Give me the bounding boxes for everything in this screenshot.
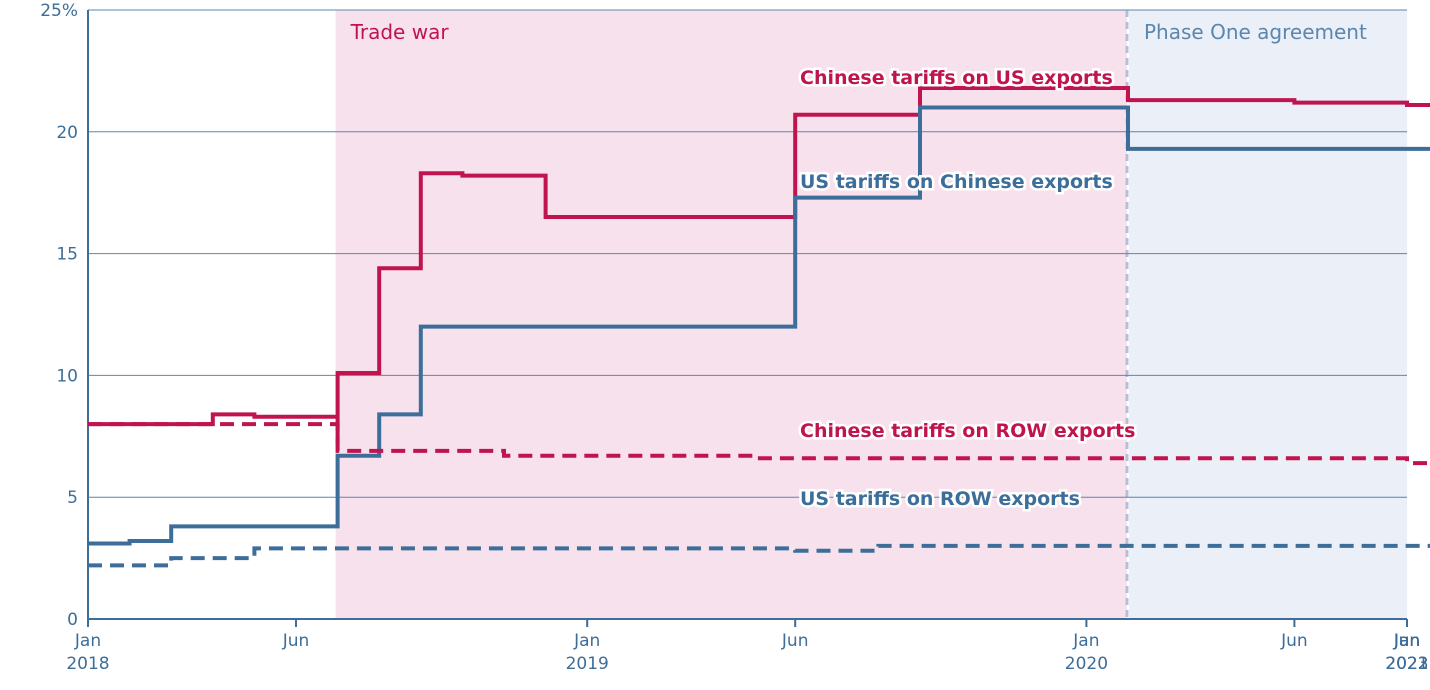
y-tick-label: 10 (56, 366, 78, 386)
gridlines (88, 9, 1407, 498)
x-tick-label: Jan (1393, 631, 1420, 651)
x-tick-label: Jun (1393, 631, 1421, 651)
region-label: Phase One agreement (1144, 20, 1367, 44)
x-tick-year: 2019 (566, 654, 609, 674)
region-label-layer: Trade war Phase One agreement (350, 20, 1367, 44)
x-tick-label: Jan (1393, 631, 1420, 651)
x-tick-year: 2018 (66, 654, 109, 674)
region-layer (335, 10, 1407, 619)
series-lines (88, 85, 1430, 568)
x-tick-label: Jun (1393, 631, 1421, 651)
series-name-label: US tariffs on Chinese exports (800, 171, 1113, 193)
series-name-label: Chinese tariffs on ROW exports (800, 420, 1135, 442)
region-label: Trade war (350, 20, 450, 44)
y-tick-label: 20 (56, 123, 78, 143)
x-tick-label: Jun (282, 631, 310, 651)
series-line (88, 85, 1430, 444)
x-tick-year: 2022 (1385, 654, 1428, 674)
series-name-label: US tariffs on ROW exports (800, 488, 1080, 510)
region-band (1129, 10, 1407, 619)
y-tick-label: 0 (67, 610, 78, 630)
series-line (88, 105, 1430, 546)
y-tick-label: 15 (56, 245, 78, 265)
x-tick-label: Jun (781, 631, 809, 651)
series-name-label: Chinese tariffs on US exports (800, 67, 1113, 89)
series-labels: Chinese tariffs on US exports21.1%US tar… (798, 65, 1138, 513)
series-line (88, 543, 1430, 568)
x-tick-label: Jan (1393, 631, 1420, 651)
x-tick-label: Jan (74, 631, 101, 651)
x-tick-year: 2020 (1065, 654, 1108, 674)
x-tick-year: 2023 (1385, 654, 1428, 674)
y-tick-label: 5 (67, 488, 78, 508)
series-line (88, 422, 1430, 466)
x-tick-label: Jan (573, 631, 600, 651)
x-tick-label: Jan (1072, 631, 1099, 651)
region-band (335, 10, 1128, 619)
x-tick-year: 2021 (1385, 654, 1428, 674)
x-tick-label: Jun (1280, 631, 1308, 651)
y-tick-label: 25% (40, 1, 78, 21)
